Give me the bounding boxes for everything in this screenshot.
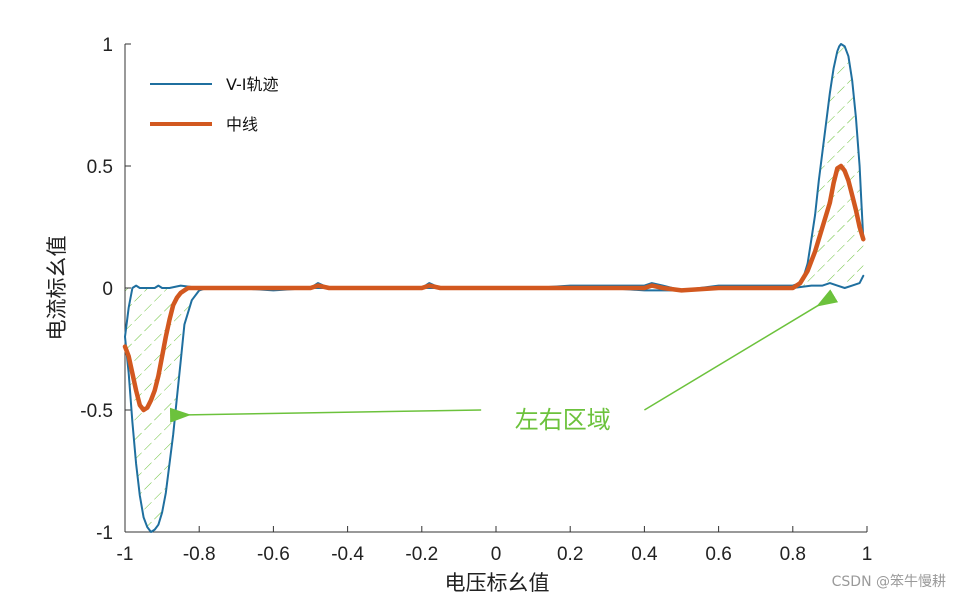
annotation: 左右区域	[169, 289, 839, 434]
x-tick-label: -0.2	[405, 544, 438, 565]
x-ticks: -1 -0.8 -0.6 -0.4 -0.2 0 0.2 0.4 0.6 0.8 1	[117, 526, 873, 565]
x-tick-label: 0.2	[557, 544, 583, 565]
y-tick-label: 0	[102, 279, 113, 300]
x-tick-label: -1	[117, 544, 134, 565]
x-tick-label: 0.8	[780, 544, 806, 565]
x-tick-label: -0.4	[331, 544, 364, 565]
watermark: CSDN @笨牛慢耕	[832, 573, 946, 590]
x-tick-label: 1	[862, 544, 873, 565]
y-tick-label: 0.5	[87, 157, 113, 178]
x-tick-label: 0	[491, 544, 502, 565]
y-tick-label: -0.5	[80, 401, 113, 422]
x-tick-label: -0.8	[183, 544, 216, 565]
legend: V-I轨迹 中线	[150, 75, 279, 134]
y-tick-label: -1	[96, 523, 113, 544]
annotation-arrow-right	[644, 289, 839, 411]
x-tick-label: -0.6	[257, 544, 290, 565]
hatch-left	[125, 288, 200, 532]
x-tick-label: 0.4	[631, 544, 658, 565]
legend-label-midline: 中线	[226, 115, 258, 134]
y-ticks: 1 0.5 0 -0.5 -1	[80, 35, 131, 544]
y-tick-label: 1	[102, 35, 113, 56]
x-tick-label: 0.6	[705, 544, 731, 565]
x-axis-label: 电压标幺值	[445, 571, 550, 595]
hatch-right	[792, 44, 864, 288]
annotation-text: 左右区域	[515, 406, 611, 434]
hatched-region	[125, 44, 864, 532]
y-axis-label: 电流标幺值	[45, 236, 69, 341]
annotation-arrow-left	[169, 407, 482, 423]
legend-label-vi-trajectory: V-I轨迹	[226, 75, 279, 94]
series-midline	[122, 163, 866, 413]
